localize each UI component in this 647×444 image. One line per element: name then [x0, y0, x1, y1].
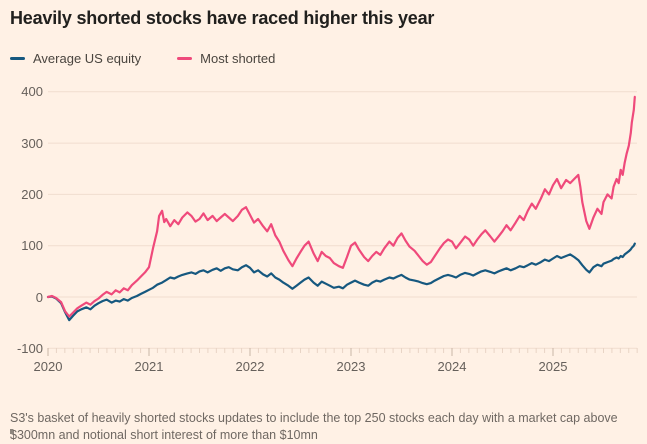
y-axis-tick-label: 200: [0, 188, 43, 201]
series-line-most-shorted: [48, 97, 635, 317]
cropped-text-fragment: [10, 429, 13, 434]
y-axis-tick-label: 0: [0, 291, 43, 304]
x-axis-tick-label: 2025: [527, 359, 579, 374]
plot-area: 400 300 200 100 0 -100 2020 2021 2022 2023 2024 202…: [0, 0, 647, 434]
x-axis-tick-label: 2021: [123, 359, 175, 374]
y-axis-tick-label: 300: [0, 137, 43, 150]
x-axis-tick-label: 2024: [426, 359, 478, 374]
y-axis-tick-label: 100: [0, 239, 43, 252]
chart-figure: Heavily shorted stocks have raced higher…: [0, 0, 647, 434]
y-axis-tick-label: 400: [0, 85, 43, 98]
x-axis-tick-label: 2020: [22, 359, 74, 374]
x-axis-tick-label: 2023: [325, 359, 377, 374]
y-axis-tick-label: -100: [0, 342, 43, 355]
footnote: S3's basket of heavily shorted stocks up…: [10, 410, 638, 444]
x-axis-tick-label: 2022: [224, 359, 276, 374]
